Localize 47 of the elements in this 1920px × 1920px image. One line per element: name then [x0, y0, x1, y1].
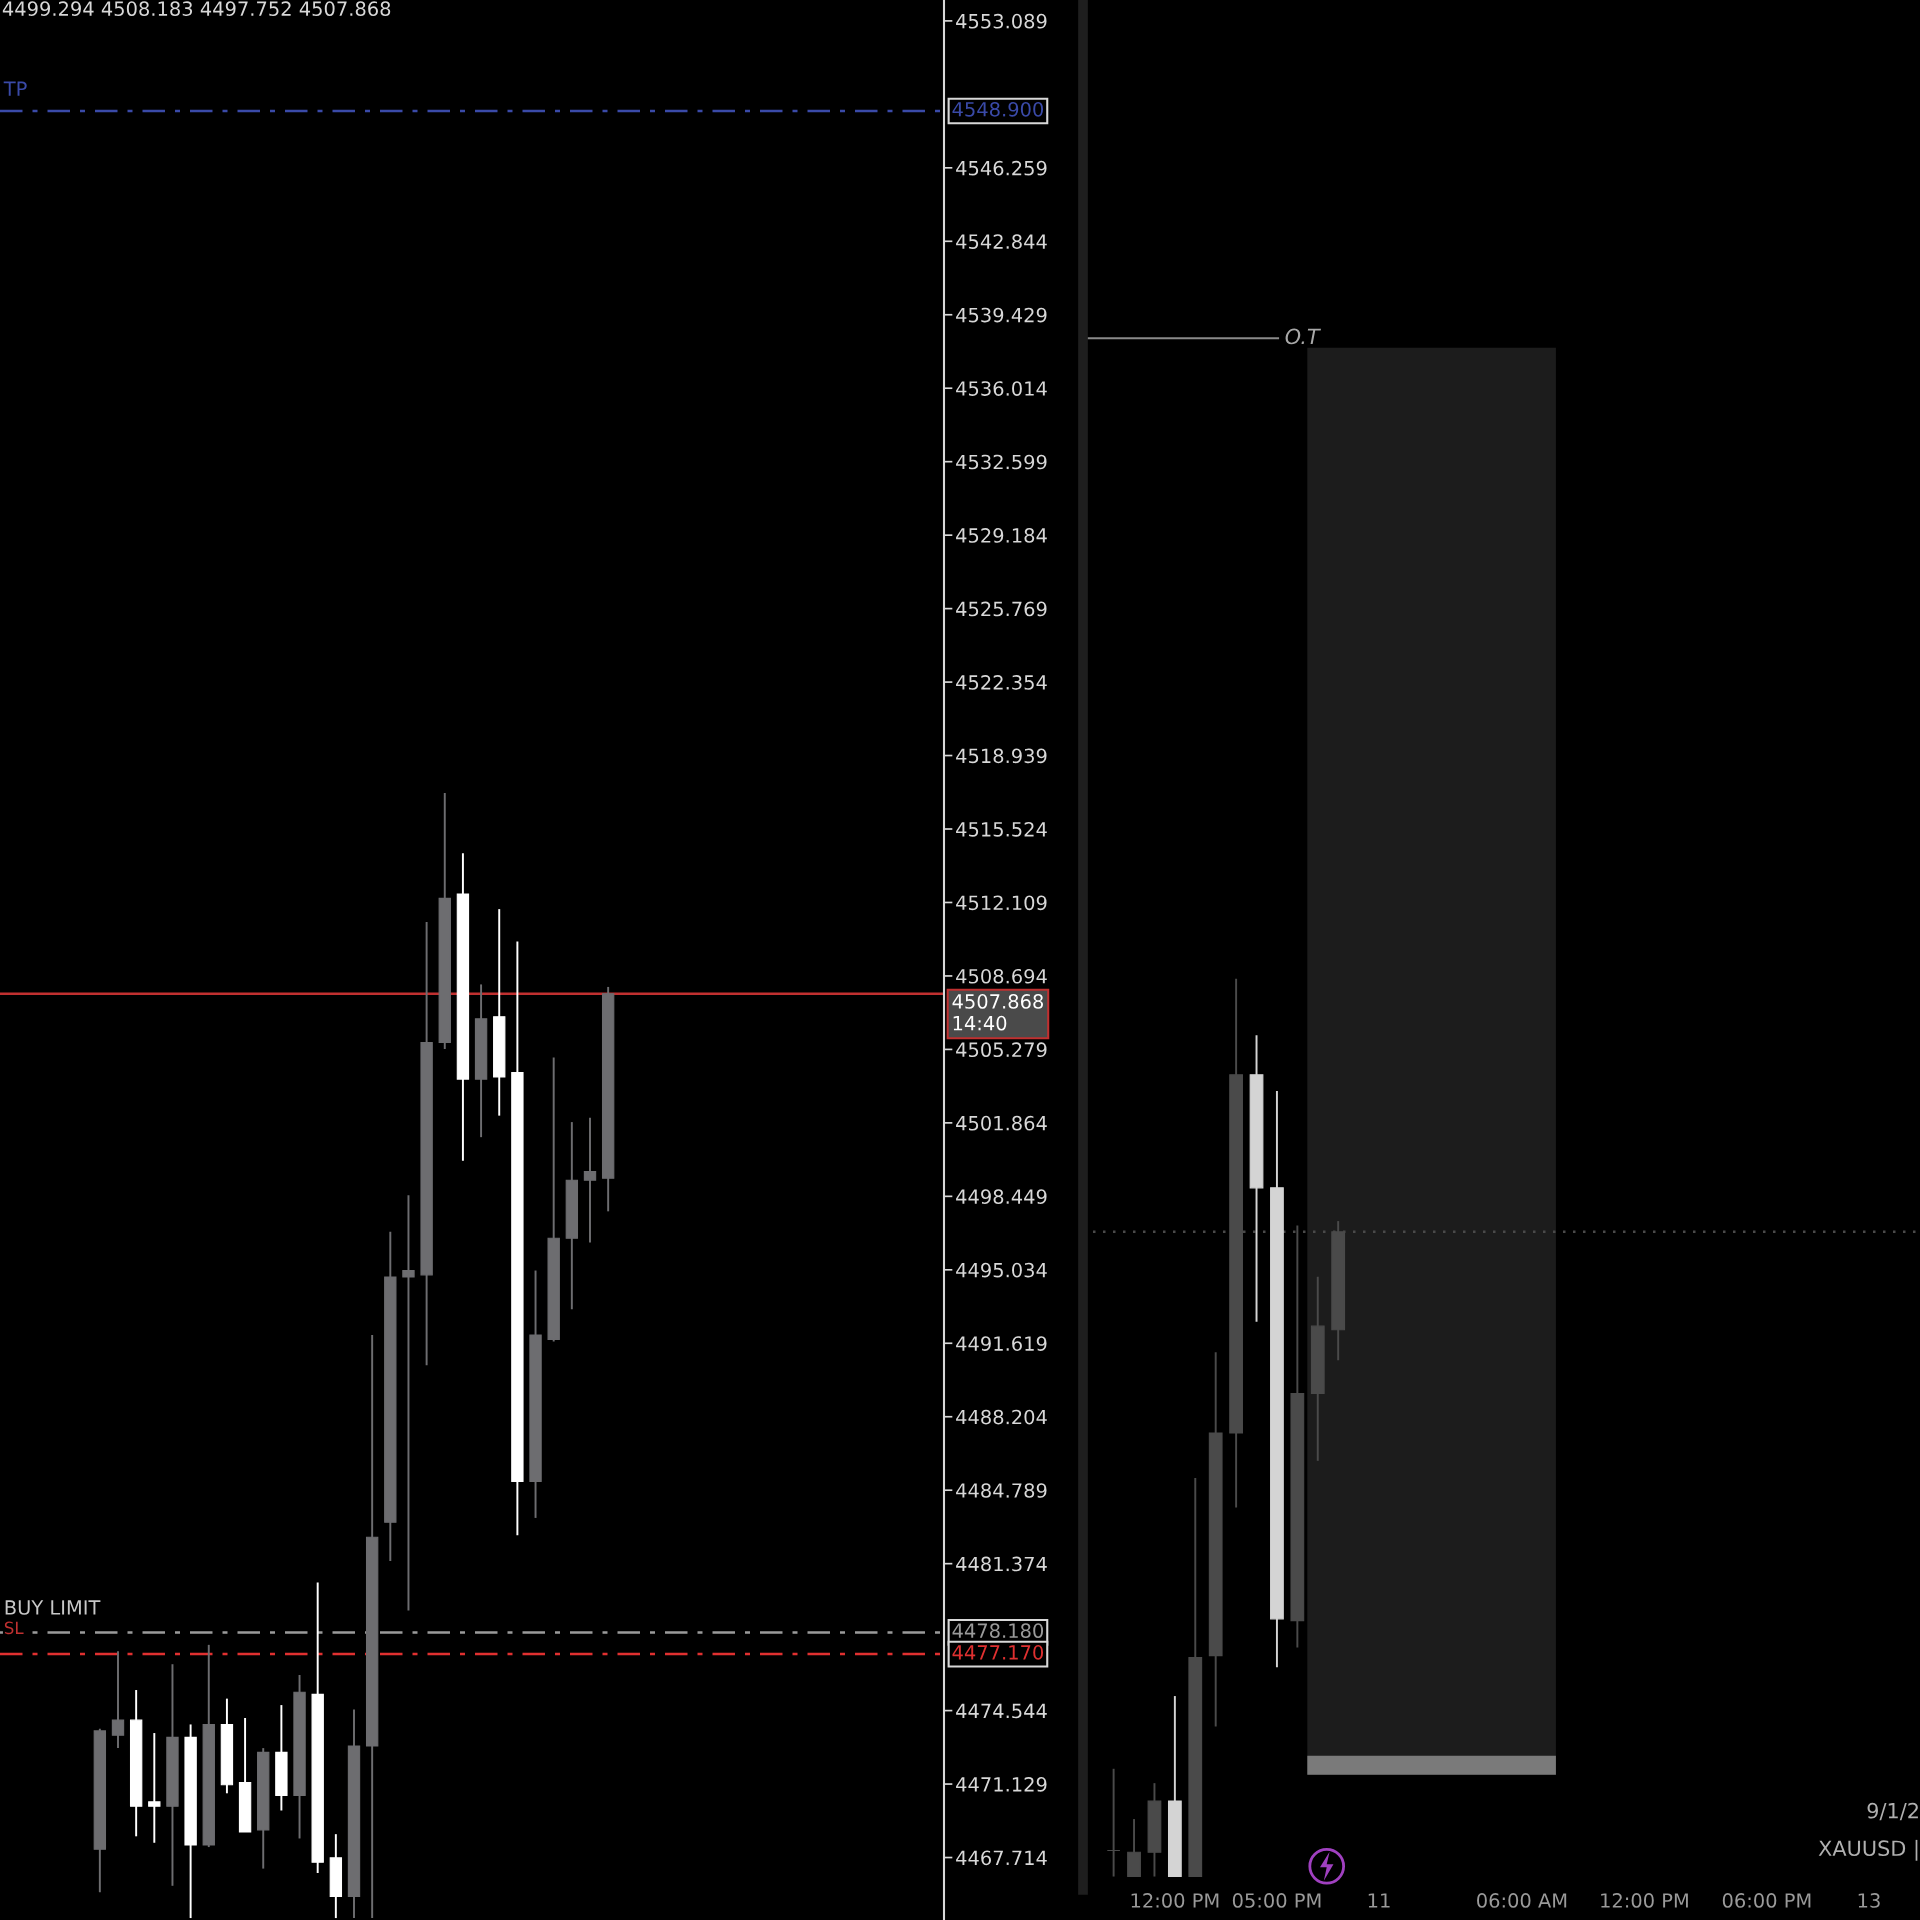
ref-line-label: 4478.180	[952, 1623, 1044, 1639]
y-tick-label: 4481.374	[956, 1556, 1047, 1572]
y-tick-label: 4518.939	[956, 748, 1047, 764]
y-tick-label: 4498.449	[956, 1189, 1047, 1204]
y-tick-label: 4553.089	[956, 13, 1047, 29]
candlestick	[1106, 1767, 1121, 1878]
candlestick	[148, 1732, 161, 1844]
y-tick-label: 4505.279	[956, 1042, 1047, 1058]
y-tick-label: 4488.204	[956, 1409, 1047, 1425]
annotation: TP	[3, 81, 27, 96]
x-tick-label: 06:00 AM	[1477, 1893, 1567, 1908]
y-tick-label: 4532.599	[956, 454, 1047, 470]
y-tick-label: 4522.354	[956, 675, 1047, 690]
candlestick	[402, 1194, 415, 1612]
x-tick-label: 05:00 PM	[1232, 1893, 1321, 1908]
x-tick-label: 11	[1368, 1893, 1390, 1908]
annotation: SL	[4, 1621, 24, 1635]
y-tick-label: 4515.524	[956, 821, 1047, 837]
annotation: 9/1/2	[1867, 1802, 1918, 1821]
y-tick-label: 4529.184	[956, 528, 1047, 543]
y-tick-label: 4467.714	[956, 1850, 1047, 1866]
y-tick-label: 4525.769	[956, 601, 1047, 617]
y-tick-label: 4546.259	[956, 160, 1047, 176]
y-tick-label: 4512.109	[956, 895, 1047, 911]
ref-line-label: 4507.868 14:40	[952, 994, 1043, 1031]
y-tick-label: 4495.034	[956, 1262, 1047, 1278]
text: O.T	[1285, 328, 1321, 345]
x-tick-label: 12:00 PM	[1601, 1893, 1688, 1908]
y-tick-label: 4491.619	[956, 1336, 1047, 1351]
y-tick-label: 4474.544	[956, 1703, 1047, 1719]
ref-line-label: 4548.900	[952, 101, 1044, 117]
y-tick-label: 4508.694	[956, 968, 1047, 984]
annotation: 4499.294 4508.183 4497.752 4507.868	[2, 1, 391, 17]
y-tick-label: 4501.864	[956, 1115, 1047, 1131]
ref-line-label: 4477.170	[952, 1645, 1044, 1660]
x-tick-label: 13	[1858, 1893, 1880, 1908]
candlestick	[111, 1650, 125, 1750]
y-tick-label: 4471.129	[956, 1777, 1047, 1792]
y-tick-label: 4536.014	[956, 381, 1047, 396]
annotation: BUY LIMIT	[5, 1600, 101, 1615]
y-tick-label: 4484.789	[956, 1483, 1047, 1498]
x-tick-label: 12:00 PM	[1131, 1893, 1219, 1908]
candlestick	[583, 1116, 597, 1244]
y-tick-label: 4539.429	[956, 307, 1047, 323]
x-tick-label: 06:00 PM	[1722, 1893, 1811, 1908]
annotation: XAUUSD |	[1818, 1839, 1918, 1861]
y-tick-label: 4542.844	[956, 234, 1047, 249]
